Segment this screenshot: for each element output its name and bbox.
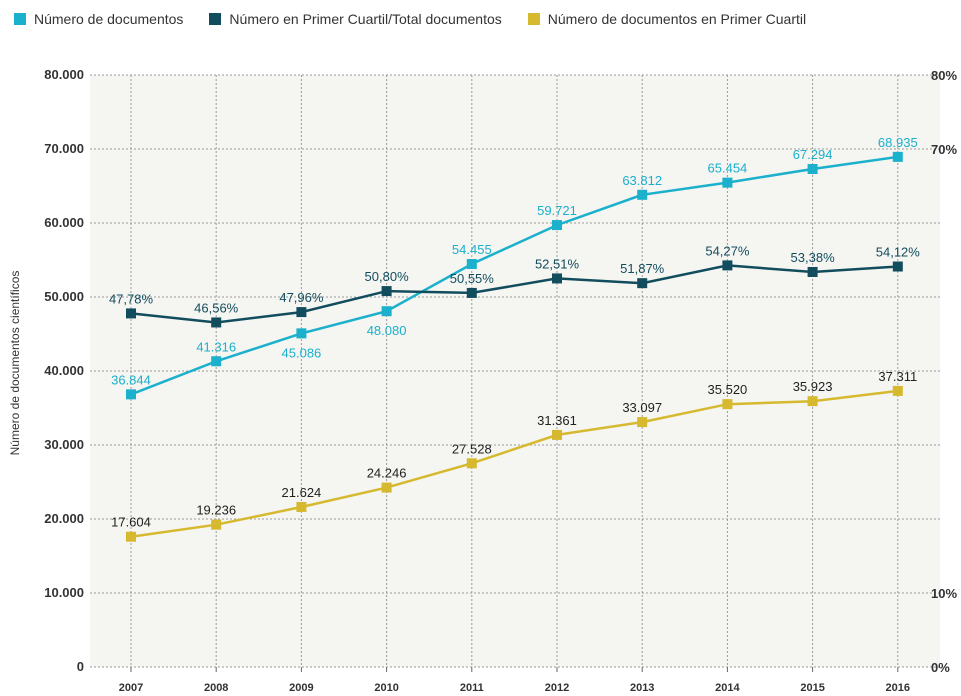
x-tick-label: 2008	[204, 682, 228, 694]
series-line	[130, 389, 898, 538]
legend-swatch	[527, 13, 540, 25]
data-point-marker	[552, 220, 562, 231]
data-label: 47,96%	[279, 290, 324, 305]
y2-tick-label: 0%	[931, 660, 950, 675]
x-tick-label: 2012	[545, 682, 569, 694]
data-point-marker	[211, 317, 222, 328]
data-point-marker	[381, 482, 392, 493]
y2-tick-label: 10%	[931, 586, 957, 601]
x-tick-label: 2011	[460, 682, 484, 694]
data-label: 50,80%	[365, 269, 410, 284]
data-label: 54,27%	[705, 243, 750, 258]
y2-tick-label: 70%	[931, 142, 957, 157]
data-label: 35.520	[708, 382, 748, 397]
y2-tick-label: 80%	[931, 68, 957, 83]
chart-legend: Número de documentos Número en Primer Cua…	[14, 8, 832, 30]
data-label: 68.935	[878, 135, 918, 150]
data-label: 36.844	[111, 372, 151, 387]
y-tick-label: 10.000	[44, 585, 84, 600]
x-tick-label: 2007	[119, 682, 143, 694]
data-point-marker	[807, 396, 818, 407]
data-label: 37.311	[878, 369, 917, 384]
data-label: 21.624	[282, 485, 322, 500]
data-point-marker	[807, 164, 818, 175]
series-line	[130, 155, 898, 396]
data-label: 48.080	[367, 323, 407, 338]
x-tick-label: 2013	[630, 682, 654, 694]
data-point-marker	[637, 189, 648, 200]
data-label: 51,87%	[620, 261, 665, 276]
data-point-marker	[637, 278, 648, 289]
legend-item: Número en Primer Cuartil/Total documento…	[209, 11, 502, 27]
data-point-marker	[892, 151, 903, 162]
data-point-marker	[722, 260, 733, 271]
data-point-marker	[296, 328, 307, 339]
data-point-marker	[552, 429, 562, 440]
x-tick-label: 2009	[289, 682, 313, 694]
data-point-marker	[807, 266, 818, 277]
data-point-marker	[381, 286, 392, 297]
legend-label: Número de documentos	[34, 11, 184, 27]
legend-label: Número en Primer Cuartil/Total documento…	[229, 11, 502, 27]
legend-item: Número de documentos en Primer Cuartil	[527, 11, 807, 27]
y-tick-label: 60.000	[44, 215, 84, 230]
x-tick-label: 2016	[886, 682, 910, 694]
data-point-marker	[126, 389, 136, 400]
data-point-marker	[296, 501, 307, 512]
data-label: 24.246	[367, 466, 407, 481]
x-tick-label: 2010	[374, 682, 398, 694]
data-label: 54.455	[452, 242, 492, 257]
y-tick-label: 50.000	[44, 289, 84, 304]
data-label: 59.721	[537, 203, 577, 218]
data-label: 63.812	[622, 173, 662, 188]
y-tick-label: 20.000	[44, 511, 84, 526]
data-point-marker	[211, 356, 222, 367]
data-label: 52,51%	[535, 256, 580, 271]
data-label: 50,55%	[450, 271, 495, 286]
data-label: 27.528	[452, 441, 492, 456]
data-label: 35.923	[793, 379, 833, 394]
data-point-marker	[381, 306, 392, 317]
data-point-marker	[126, 531, 136, 542]
data-point-marker	[126, 308, 136, 319]
data-point-marker	[722, 177, 733, 188]
legend-label: Número de documentos en Primer Cuartil	[547, 11, 807, 27]
data-point-marker	[892, 385, 903, 396]
legend-swatch	[14, 13, 26, 25]
series-line	[130, 264, 898, 324]
data-label: 17.604	[111, 515, 151, 530]
data-label: 54,12%	[876, 245, 921, 260]
y-axis-title: Número de documentos científicos	[8, 271, 22, 456]
data-point-marker	[296, 307, 307, 318]
data-label: 67.294	[793, 147, 833, 162]
y-tick-label: 70.000	[44, 141, 84, 156]
data-point-marker	[552, 273, 562, 284]
x-tick-label: 2015	[800, 682, 824, 694]
data-point-marker	[892, 261, 903, 272]
y-tick-label: 0	[77, 659, 84, 674]
legend-swatch	[209, 13, 222, 25]
data-label: 31.361	[537, 413, 577, 428]
data-point-marker	[466, 259, 477, 270]
data-point-marker	[637, 417, 648, 428]
y-tick-label: 30.000	[44, 437, 84, 452]
data-label: 65.454	[708, 161, 748, 176]
data-point-marker	[211, 519, 222, 530]
legend-item: Número de documentos	[14, 11, 183, 27]
data-label: 45.086	[282, 345, 322, 360]
y-tick-label: 80.000	[44, 67, 84, 82]
data-label: 41.316	[196, 339, 236, 354]
data-point-marker	[466, 458, 477, 469]
x-tick-label: 2014	[715, 682, 740, 694]
data-point-marker	[466, 287, 477, 298]
data-label: 33.097	[622, 400, 662, 415]
data-label: 47,78%	[109, 291, 154, 306]
data-label: 53,38%	[791, 250, 836, 265]
data-label: 19.236	[196, 503, 236, 518]
data-label: 46,56%	[194, 300, 239, 315]
data-point-marker	[722, 399, 733, 410]
y-tick-label: 40.000	[44, 363, 84, 378]
